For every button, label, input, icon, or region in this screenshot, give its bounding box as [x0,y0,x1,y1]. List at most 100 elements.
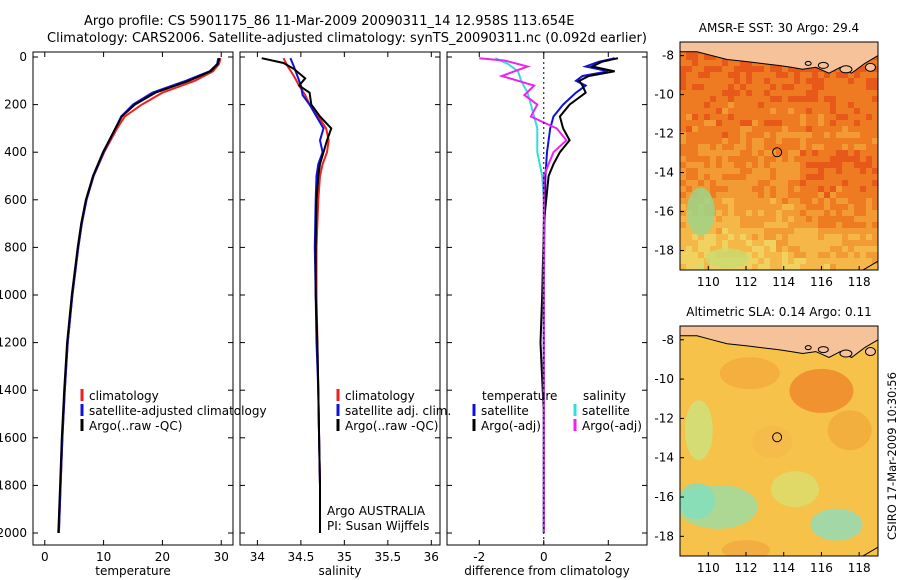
sst-cell [758,78,764,84]
sst-cell [740,162,746,168]
sst-cell [698,252,704,258]
sst-cell [800,252,806,258]
sst-cell [866,162,872,168]
sst-cell [770,174,776,180]
sst-cell [734,66,740,72]
sst-cell [770,72,776,78]
sst-cell [686,144,692,150]
sst-cell [848,264,854,270]
difference-legend-label: temperature [482,389,557,403]
sst-cell [734,78,740,84]
sst-cell [692,174,698,180]
sst-cell [716,228,722,234]
sst-cell [806,240,812,246]
sst-cell [800,114,806,120]
salinity-series-line [282,57,330,533]
sst-cell [692,168,698,174]
sst-cell [854,168,860,174]
sst-cell [830,222,836,228]
sst-cell [734,144,740,150]
sst-cell [872,132,878,138]
sla_map-frame [679,325,879,557]
sst-cell [764,240,770,246]
difference-legend-label: satellite [481,404,529,418]
sst-cell [872,102,878,108]
sst-cell [794,90,800,96]
sst-cell [704,168,710,174]
sst-cell [824,132,830,138]
difference-series-line [494,57,545,533]
sst-cell [686,174,692,180]
sst-cell [842,204,848,210]
sst-cell [836,138,842,144]
sst-cell [782,72,788,78]
sst-cell [818,96,824,102]
sst-cell [812,204,818,210]
sst-cell [764,174,770,180]
sst-cell [866,180,872,186]
sst_map-xtick-label: 110 [697,275,720,289]
sst-cell [680,60,686,66]
sst-cell [704,174,710,180]
sst-cell [716,84,722,90]
sst-cell [788,252,794,258]
sst-cell [782,264,788,270]
sst-cell [812,240,818,246]
sst-cell [854,144,860,150]
sst-cell [716,240,722,246]
sst-cell [776,174,782,180]
sst-cell [824,126,830,132]
sst-cell [746,156,752,162]
sst-cell [800,234,806,240]
sst-cell [728,126,734,132]
sst-cell [794,156,800,162]
sst-cell [734,228,740,234]
sst-cell [824,222,830,228]
sst-cell [716,144,722,150]
sst-cell [842,264,848,270]
sst-cell [698,180,704,186]
sst-cell [698,174,704,180]
sst-cell [698,144,704,150]
sst-cell [860,240,866,246]
sst-cell [740,222,746,228]
sst-cell [704,90,710,96]
sst-cell [860,90,866,96]
sst-cell [836,126,842,132]
sst-cell [722,240,728,246]
sst-cell [716,156,722,162]
sst-cell [680,264,686,270]
sst-cell [758,180,764,186]
temperature-series-line [57,57,222,534]
sst-cell [692,66,698,72]
sst-cell [680,150,686,156]
sst-cell [872,60,878,66]
sst-cell [710,240,716,246]
sst-cell [686,234,692,240]
sst-cell [776,258,782,264]
sst-cell [842,252,848,258]
sst-cell [806,246,812,252]
sst-cell [740,90,746,96]
sst-cell [776,168,782,174]
sst-cell [740,228,746,234]
sst-cell [746,228,752,234]
sst-cell [782,126,788,132]
sst-cell [752,162,758,168]
sst-cell [830,246,836,252]
sst-cell [860,162,866,168]
sst-cell [770,84,776,90]
sst-cell [734,210,740,216]
sst-cell [800,84,806,90]
sst-cell [800,168,806,174]
temperature-axes-frame [32,51,234,546]
sst-cell [770,126,776,132]
sst-cell [716,102,722,108]
sst-cell [740,138,746,144]
sst-cell [704,78,710,84]
sst-cell [734,234,740,240]
sst-cell [716,96,722,102]
sst-cell [812,216,818,222]
sst-cell [848,252,854,258]
sst-cell [806,258,812,264]
